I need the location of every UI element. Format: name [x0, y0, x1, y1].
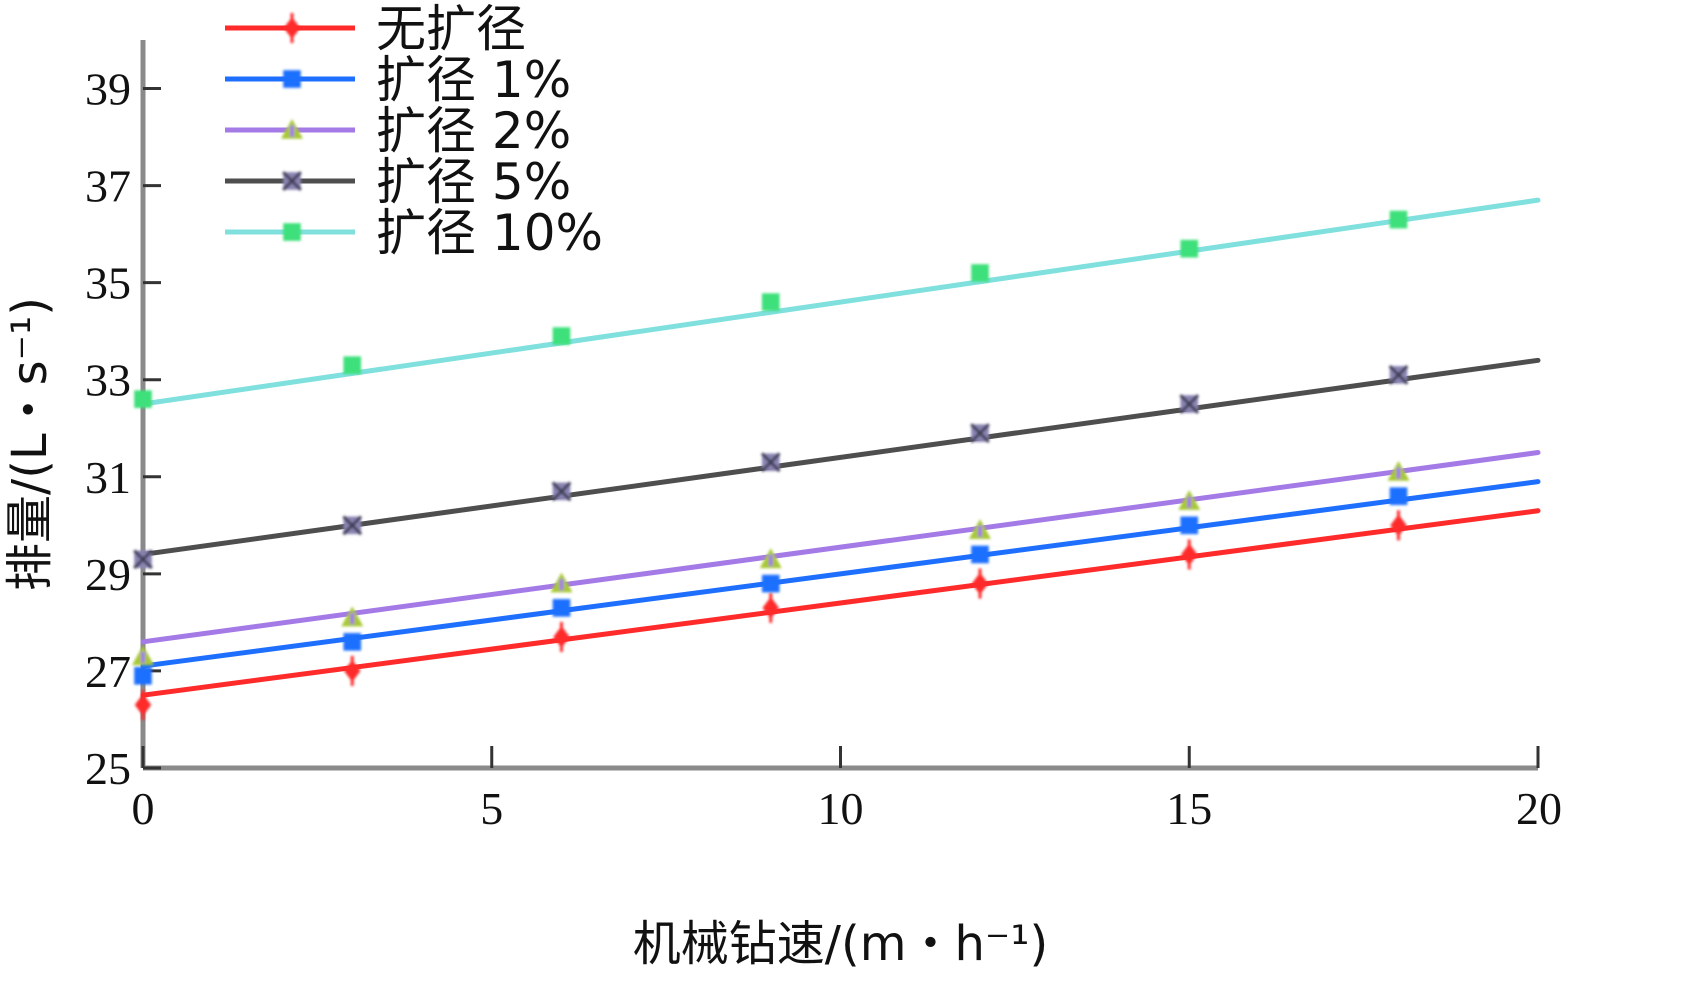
data-point-1-5 [1180, 516, 1199, 535]
y-axis-title: 排量/(L・s⁻¹) [2, 297, 58, 591]
data-point-4-2 [552, 327, 571, 345]
data-point-2-0 [132, 645, 154, 666]
legend-item-4: 扩径 10% [225, 204, 603, 262]
legend-swatch-marker [281, 119, 303, 139]
x-tick-label: 15 [1166, 783, 1212, 834]
legend-item-2: 扩径 2% [225, 102, 571, 160]
data-point-3-6 [1388, 365, 1409, 385]
data-point-1-4 [971, 545, 989, 564]
legend-swatch-marker [283, 223, 301, 241]
data-point-1-2 [552, 599, 571, 617]
series-lines [140, 197, 1541, 698]
data-point-1-3 [761, 574, 780, 593]
series-line-3 [140, 357, 1541, 557]
legend-item-1: 扩径 1% [225, 51, 571, 109]
data-point-0-3 [762, 592, 779, 623]
x-tick-label: 10 [818, 783, 864, 834]
data-point-4-0 [134, 390, 152, 408]
x-tick-label: 20 [1516, 783, 1562, 834]
data-point-4-6 [1389, 210, 1408, 229]
y-tick-label: 29 [85, 549, 131, 600]
data-point-4-1 [343, 356, 362, 374]
y-tick-label: 31 [85, 452, 131, 503]
series-line-0 [140, 508, 1541, 698]
data-point-3-2 [551, 481, 572, 502]
legend-label: 无扩径 [376, 0, 526, 58]
series-line-1 [140, 479, 1541, 669]
y-tick-label: 39 [85, 64, 131, 115]
data-point-1-6 [1389, 487, 1408, 506]
legend-label: 扩径 5% [376, 153, 571, 211]
legend-swatch-marker [283, 70, 301, 88]
legend-label: 扩径 10% [376, 204, 603, 262]
y-tick-label: 33 [85, 355, 131, 406]
data-point-0-4 [971, 568, 989, 599]
series-line-2 [140, 450, 1541, 645]
legend-swatch-marker [283, 13, 301, 43]
data-point-3-0 [133, 549, 153, 570]
legend-label: 扩径 1% [376, 51, 571, 109]
x-axis-title: 机械钻速/(m・h⁻¹) [633, 916, 1048, 972]
y-tick-label: 37 [85, 161, 131, 212]
data-point-0-5 [1181, 539, 1198, 570]
x-tick-label: 5 [480, 783, 503, 834]
legend-swatch-marker [282, 171, 302, 191]
data-point-0-6 [1390, 510, 1407, 541]
y-tick-label: 35 [85, 258, 131, 309]
data-point-2-6 [1387, 460, 1410, 481]
data-point-4-3 [761, 293, 780, 311]
axes: 25 27 29 31 33 35 37 39 0 5 10 15 20 [85, 40, 1562, 834]
y-tick-label: 25 [85, 743, 131, 794]
data-point-0-2 [553, 621, 570, 652]
legend-item-0: 无扩径 [225, 0, 526, 58]
legend-label: 扩径 2% [376, 102, 571, 160]
x-tick-label: 0 [132, 783, 155, 834]
data-point-0-0 [134, 689, 152, 720]
data-point-3-5 [1179, 394, 1200, 414]
data-point-2-1 [341, 606, 364, 627]
data-point-1-1 [343, 633, 362, 651]
data-point-3-3 [760, 452, 781, 473]
data-point-2-3 [759, 548, 782, 569]
data-point-4-5 [1180, 239, 1199, 258]
data-point-2-2 [550, 572, 573, 593]
legend-item-3: 扩径 5% [225, 153, 571, 211]
data-point-1-0 [134, 666, 152, 685]
data-point-2-5 [1178, 490, 1201, 510]
data-point-3-1 [342, 515, 363, 536]
data-point-2-4 [969, 519, 991, 539]
data-point-0-1 [344, 655, 361, 686]
series-line-4 [140, 197, 1541, 407]
y-tick-label: 27 [85, 646, 131, 697]
data-point-3-4 [970, 423, 990, 443]
data-point-4-4 [971, 264, 989, 282]
series-markers [132, 210, 1410, 720]
